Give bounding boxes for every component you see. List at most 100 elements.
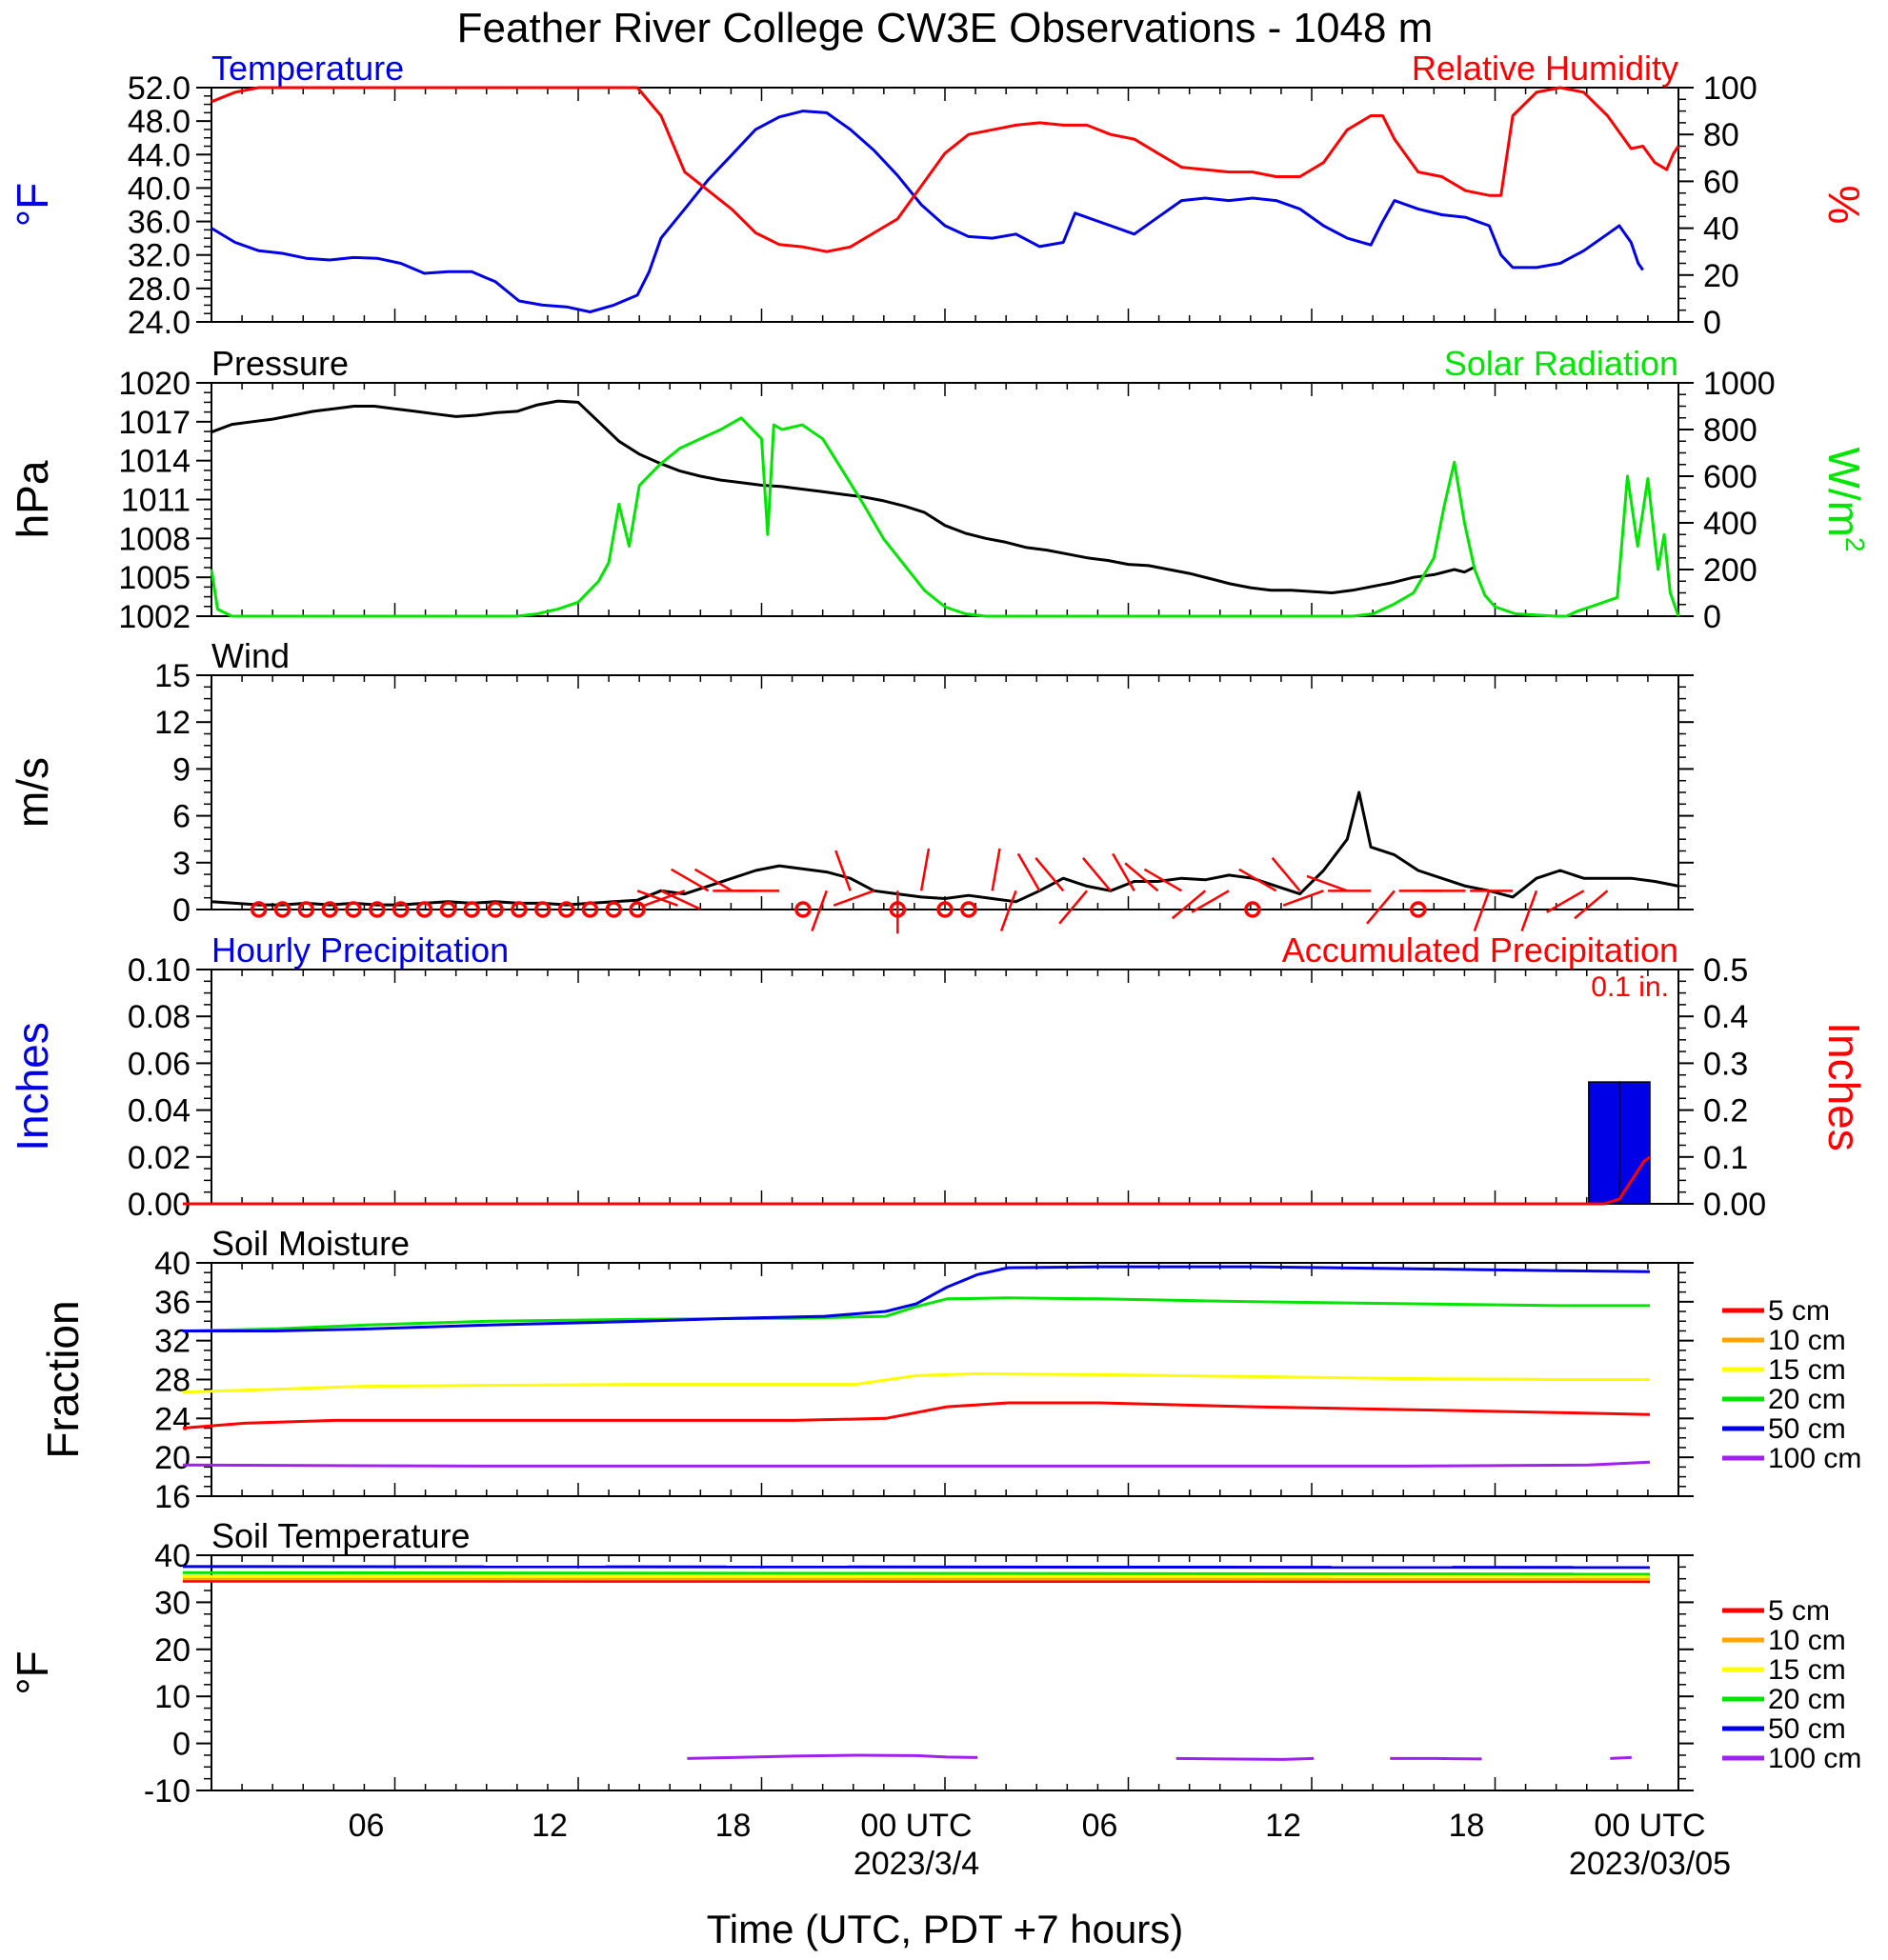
- wind-ylabel-left: m/s: [8, 757, 57, 828]
- soil-temperature-series-100-cm: [1175, 1756, 1315, 1761]
- x-axis-label: Time (UTC, PDT +7 hours): [707, 1907, 1184, 1951]
- precip-frame: [211, 969, 1679, 1205]
- y-tick-label-left: 24.0: [128, 305, 191, 341]
- y-tick-label-right: 0.3: [1703, 1046, 1748, 1082]
- y-tick-label-right: 0.4: [1703, 999, 1748, 1035]
- legend-label: 5 cm: [1768, 1595, 1830, 1627]
- y-tick-label-left: 10: [154, 1679, 191, 1715]
- y-tick-label-right: 40: [1703, 211, 1739, 248]
- y-tick-label-right: 200: [1703, 552, 1757, 589]
- legend-label: 20 cm: [1768, 1684, 1846, 1715]
- wind-barb: [644, 890, 686, 907]
- wind-barb: [1124, 862, 1159, 892]
- soil-temperature-series-10-cm: [182, 1577, 1651, 1581]
- x-tick-label: 00 UTC: [860, 1808, 972, 1844]
- y-tick-label-right: 800: [1703, 412, 1757, 449]
- pressure-solar-ylabel-right: W/m2: [1819, 447, 1870, 551]
- y-tick-label-left: 1017: [118, 405, 191, 441]
- pressure-solar-series-left: [211, 399, 1476, 594]
- calm-wind-circle: [392, 901, 410, 918]
- y-tick-label-left: 44.0: [128, 137, 191, 173]
- y-tick-label-left: 52.0: [128, 70, 191, 107]
- y-tick-label-right: 400: [1703, 506, 1757, 542]
- soil-temperature-title-left: Soil Temperature: [211, 1516, 470, 1555]
- legend-label: 20 cm: [1768, 1384, 1846, 1415]
- y-tick-label-left: 32.0: [128, 238, 191, 274]
- calm-wind-circle: [250, 901, 268, 918]
- figure-title: Feather River College CW3E Observations …: [457, 5, 1434, 51]
- calm-wind-circle: [345, 901, 362, 918]
- x-tick-label: 18: [715, 1808, 752, 1844]
- y-tick-label-left: 0.00: [128, 1187, 191, 1223]
- y-tick-label-left: 1002: [118, 599, 191, 635]
- y-tick-label-left: 0: [172, 892, 191, 929]
- temp-rh-panel: 24.028.032.036.040.044.048.052.0 0 20 40 60 8…: [8, 49, 1869, 341]
- legend-label: 15 cm: [1768, 1654, 1846, 1686]
- x-date-label: 2023/3/4: [854, 1846, 979, 1882]
- temp-rh-series-right: [211, 86, 1680, 253]
- precip-ylabel-right: Inches: [1819, 1022, 1869, 1151]
- calm-wind-circle: [581, 901, 599, 918]
- soil-temperature-series-100-cm: [1390, 1756, 1482, 1761]
- wind-barb: [834, 850, 852, 891]
- y-tick-label-left: 36.0: [128, 205, 191, 241]
- soil-temperature-series-5-cm: [182, 1579, 1651, 1584]
- calm-wind-circle: [487, 901, 504, 918]
- y-tick-label-right: 60: [1703, 164, 1739, 200]
- legend-label: 5 cm: [1768, 1295, 1830, 1327]
- y-tick-label-left: 1014: [118, 444, 191, 480]
- precip-series-right: [183, 1155, 1651, 1206]
- legend-label: 15 cm: [1768, 1354, 1846, 1386]
- ylabel-superscript: 2: [1840, 537, 1870, 552]
- y-tick-label-left: 0.04: [128, 1093, 191, 1130]
- legend-label: 50 cm: [1768, 1713, 1846, 1745]
- legend-label: 100 cm: [1768, 1443, 1861, 1474]
- calm-wind-circle: [415, 901, 433, 918]
- y-tick-label-left: 1005: [118, 560, 191, 596]
- soil-moisture-series-50-cm: [183, 1265, 1651, 1332]
- soil-moisture-series-5-cm: [182, 1401, 1651, 1430]
- y-tick-label-left: 0: [172, 1727, 191, 1763]
- y-tick-label-left: 0.06: [128, 1046, 191, 1082]
- soil-temperature-series-100-cm: [687, 1753, 978, 1760]
- calm-wind-circle: [273, 901, 291, 918]
- calm-wind-circle: [557, 901, 575, 918]
- calm-wind-circle: [629, 901, 646, 918]
- y-tick-label-left: 15: [154, 658, 191, 694]
- y-tick-label-left: 1011: [121, 483, 191, 519]
- wind-barb: [1112, 852, 1135, 891]
- soil-temperature-series-20-cm: [182, 1570, 1651, 1576]
- calm-wind-circle: [511, 901, 528, 918]
- calm-wind-circle: [321, 901, 338, 918]
- soil-moisture-title-left: Soil Moisture: [211, 1224, 410, 1263]
- y-tick-label-left: -10: [144, 1773, 191, 1810]
- precip-title-left: Hourly Precipitation: [211, 930, 509, 970]
- wind-barb: [1081, 857, 1112, 892]
- legend-label: 100 cm: [1768, 1743, 1861, 1774]
- calm-wind-circle: [1410, 901, 1427, 918]
- legend-label: 50 cm: [1768, 1413, 1846, 1445]
- pressure-solar-frame: [211, 382, 1679, 617]
- legend-label: 10 cm: [1768, 1325, 1846, 1356]
- y-tick-label-left: 32: [154, 1324, 191, 1360]
- y-tick-label-right: 0.00: [1703, 1187, 1766, 1223]
- soil-moisture-ylabel-left: Fraction: [38, 1300, 88, 1458]
- temp-rh-series-left: [211, 110, 1644, 313]
- y-tick-label-right: 0: [1703, 599, 1721, 635]
- soil-temperature-frame: [211, 1554, 1679, 1791]
- wind-panel: 0 3 6 9 12 15 Wind m/s: [8, 636, 1694, 934]
- precip-title-right: Accumulated Precipitation: [1282, 930, 1678, 970]
- wind-barb: [919, 848, 931, 891]
- y-tick-label-left: 20: [154, 1440, 191, 1476]
- y-tick-label-left: 3: [172, 846, 191, 882]
- wind-barb: [1282, 890, 1324, 907]
- y-tick-label-left: 9: [172, 751, 191, 788]
- wind-barb: [999, 890, 1017, 932]
- x-tick-label: 18: [1449, 1808, 1485, 1844]
- wind-barb: [1546, 890, 1585, 913]
- y-tick-label-left: 0.10: [128, 952, 191, 989]
- soil-temperature-series-50-cm: [182, 1565, 1651, 1570]
- calm-wind-circle: [369, 901, 386, 918]
- temp-rh-title-right: Relative Humidity: [1412, 49, 1678, 88]
